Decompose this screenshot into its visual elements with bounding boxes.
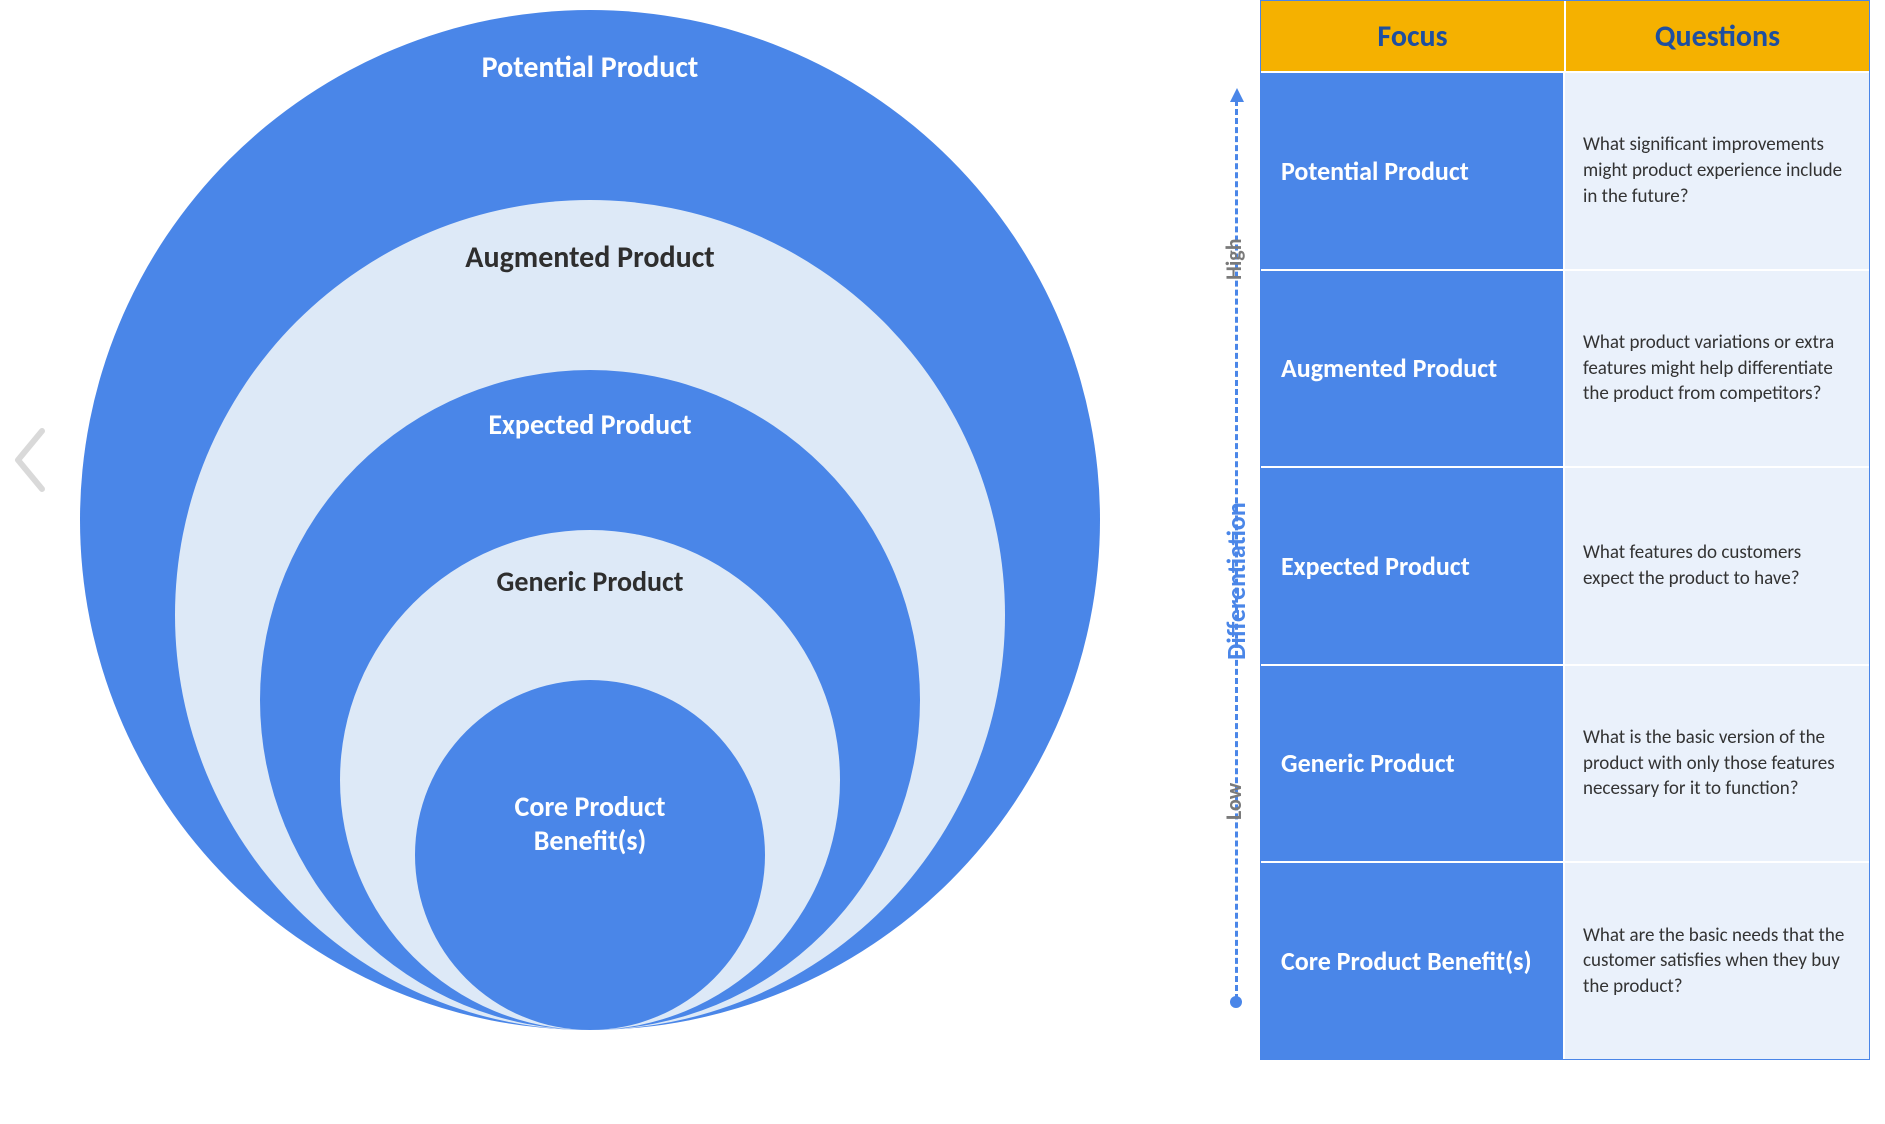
concentric-rings: Potential Product Augmented Product Expect…: [80, 10, 1100, 1030]
table-header-row: FocusQuestions: [1261, 1, 1869, 71]
ring-label: Augmented Product: [175, 240, 1005, 276]
chevron-left-icon: [10, 425, 50, 495]
right-panel: High Differentiation Low FocusQuestions …: [1190, 0, 1870, 1060]
focus-cell: Expected Product: [1261, 468, 1565, 664]
question-cell: What are the basic needs that the custom…: [1565, 863, 1869, 1059]
question-cell: What significant improvements might prod…: [1565, 73, 1869, 269]
ring-label: Expected Product: [260, 408, 920, 442]
axis-high-label: High: [1220, 238, 1247, 280]
table-row: Potential ProductWhat significant improv…: [1261, 71, 1869, 269]
ring-label: Core Product Benefit(s): [415, 790, 765, 857]
arrow-up-icon: [1230, 88, 1244, 107]
ring-4: Core Product Benefit(s): [415, 680, 765, 1030]
question-cell: What features do customers expect the pr…: [1565, 468, 1869, 664]
diagram-canvas: Potential ProductAugmented ProductExpect…: [0, 0, 1885, 1124]
differentiation-axis: High Differentiation Low: [1190, 0, 1260, 1060]
ring-label: Potential Product: [80, 50, 1100, 86]
product-levels-table: FocusQuestions Potential ProductWhat sig…: [1260, 0, 1870, 1060]
question-cell: What product variations or extra feature…: [1565, 271, 1869, 467]
axis-origin-dot: [1230, 996, 1242, 1008]
focus-cell: Potential Product: [1261, 73, 1565, 269]
axis-low-label: Low: [1220, 783, 1247, 820]
table-header-cell: Focus: [1261, 1, 1566, 71]
focus-cell: Augmented Product: [1261, 271, 1565, 467]
axis-title: Differentiation: [1220, 502, 1252, 660]
table-header-cell: Questions: [1566, 1, 1869, 71]
question-cell: What is the basic version of the product…: [1565, 666, 1869, 862]
table-row: Expected ProductWhat features do custome…: [1261, 466, 1869, 664]
prev-chevron[interactable]: [0, 420, 60, 500]
focus-cell: Generic Product: [1261, 666, 1565, 862]
focus-cell: Core Product Benefit(s): [1261, 863, 1565, 1059]
ring-label: Generic Product: [340, 565, 840, 599]
table-body: Potential ProductWhat significant improv…: [1261, 71, 1869, 1059]
table-row: Augmented ProductWhat product variations…: [1261, 269, 1869, 467]
table-row: Core Product Benefit(s)What are the basi…: [1261, 861, 1869, 1059]
table-row: Generic ProductWhat is the basic version…: [1261, 664, 1869, 862]
